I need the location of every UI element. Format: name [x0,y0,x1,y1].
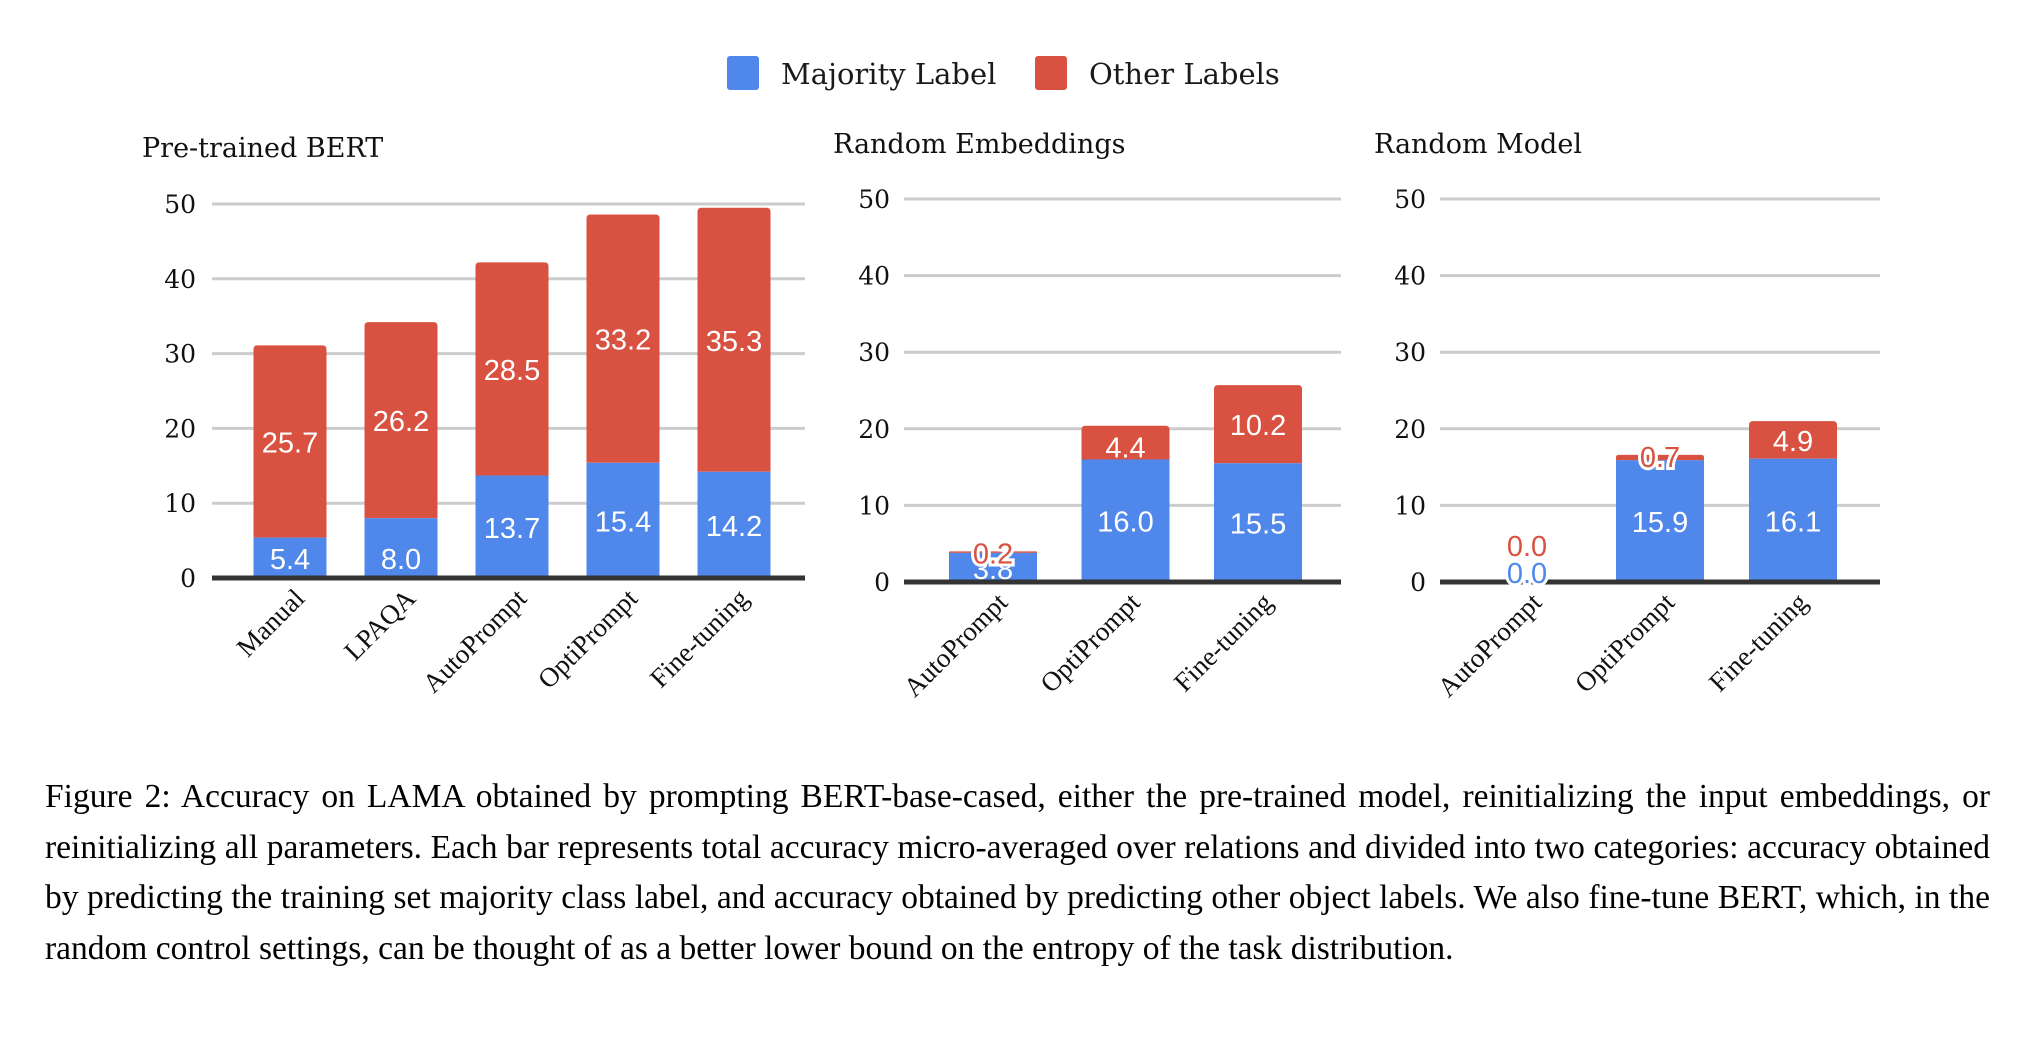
y-tick-label: 30 [164,340,196,369]
bar-majority-label [475,475,549,578]
data-label-other: 28.5 [484,355,540,387]
data-label-majority: 5.4 [270,544,310,576]
chart-title: Pre-trained BERT [142,133,383,164]
legend-label-majority: Majority Label [781,57,996,91]
legend-label-other: Other Labels [1089,57,1280,91]
data-label-majority: 15.5 [1230,509,1286,541]
bar-other-labels [949,551,1037,553]
bar-majority-label [697,471,771,578]
x-tick-label: AutoPrompt [898,587,1014,703]
y-tick-label: 50 [858,185,890,214]
figure: Majority Label Other Labels Pre-trained … [142,56,1880,703]
y-tick-label: 20 [164,414,196,443]
data-label-majority: 16.1 [1765,506,1821,538]
chart-panel-1: Pre-trained BERT 0 10 20 30 40 50 5.4 25.7 8.0 26.… [142,133,805,699]
x-tick-label: Fine-tuning [644,583,754,693]
x-tick-label: OptiPrompt [1034,587,1146,699]
chart-panel-2: Random Embeddings 0 10 20 30 40 50 3.80.2 16.0 4.… [833,129,1341,703]
figure-caption: Figure 2: Accuracy on LAMA obtained by p… [45,778,1990,967]
y-tick-label: 10 [1394,491,1426,520]
data-label-other: 0.7 [1640,442,1680,474]
x-tick-label: LPAQA [338,583,421,666]
data-label-majority: 0.0 [1507,558,1547,590]
y-tick-label: 40 [1394,262,1426,291]
data-label-majority: 16.0 [1097,507,1153,539]
data-label-other: 10.2 [1230,410,1286,442]
bar-majority-label [1616,460,1704,582]
bar-other-labels [475,262,549,476]
bar-other-labels [1214,385,1302,464]
y-tick-label: 50 [164,190,196,219]
bar-majority-label [949,552,1037,582]
data-label-other: 33.2 [595,325,651,357]
y-tick-label: 10 [164,489,196,518]
data-label-other: 0.0 [1507,531,1547,563]
y-tick-label: 40 [858,262,890,291]
bar-other-labels [253,345,327,538]
bar-other-labels [697,207,771,472]
bar-majority-label [586,462,660,578]
x-tick-label: Fine-tuning [1168,587,1278,697]
y-tick-label: 40 [164,265,196,294]
data-label-other: 26.2 [373,406,429,438]
chart-panel-3: Random Model 0 10 20 30 40 50 0.00.0 15.9 0.7 16.1… [1374,129,1880,703]
x-tick-label: AutoPrompt [417,583,533,699]
y-tick-label: 10 [858,491,890,520]
bar-other-labels [1616,454,1704,461]
bar-majority-label [1214,463,1302,582]
data-label-other: 35.3 [706,326,762,358]
bar-other-labels [1081,425,1170,460]
data-label-majority: 8.0 [381,544,421,576]
y-tick-label: 30 [1394,338,1426,367]
y-tick-label: 30 [858,338,890,367]
y-tick-label: 50 [1394,185,1426,214]
data-label-majority: 15.4 [595,506,651,538]
bar-majority-label [253,537,327,578]
data-label-majority: 13.7 [484,513,540,545]
x-tick-label: AutoPrompt [1432,587,1548,703]
bar-other-labels [364,322,438,519]
y-tick-label: 0 [1410,568,1426,597]
data-label-other: 25.7 [262,427,318,459]
x-tick-label: Manual [231,583,311,663]
y-tick-label: 20 [1394,415,1426,444]
y-tick-label: 20 [858,415,890,444]
y-tick-label: 0 [180,564,196,593]
chart-title: Random Embeddings [833,129,1125,160]
chart-title: Random Model [1374,129,1582,160]
data-label-other: 0.2 [973,538,1013,570]
bar-majority-label [1081,459,1170,582]
data-label-majority: 15.9 [1632,507,1688,539]
y-tick-label: 0 [874,568,890,597]
data-label-other: 4.4 [1105,432,1145,464]
bar-other-labels [586,214,660,463]
data-label-majority: 3.8 [973,554,1013,586]
bar-majority-label [1749,458,1837,582]
bar-majority-label [364,518,438,578]
x-tick-label: Fine-tuning [1703,587,1813,697]
legend: Majority Label Other Labels [727,56,1280,91]
data-label-other: 4.9 [1773,426,1813,458]
legend-swatch-majority [727,56,759,90]
x-tick-label: OptiPrompt [532,583,644,695]
data-label-majority: 14.2 [706,511,762,543]
x-tick-label: OptiPrompt [1569,587,1681,699]
bar-other-labels [1749,421,1837,459]
legend-swatch-other [1035,56,1067,90]
